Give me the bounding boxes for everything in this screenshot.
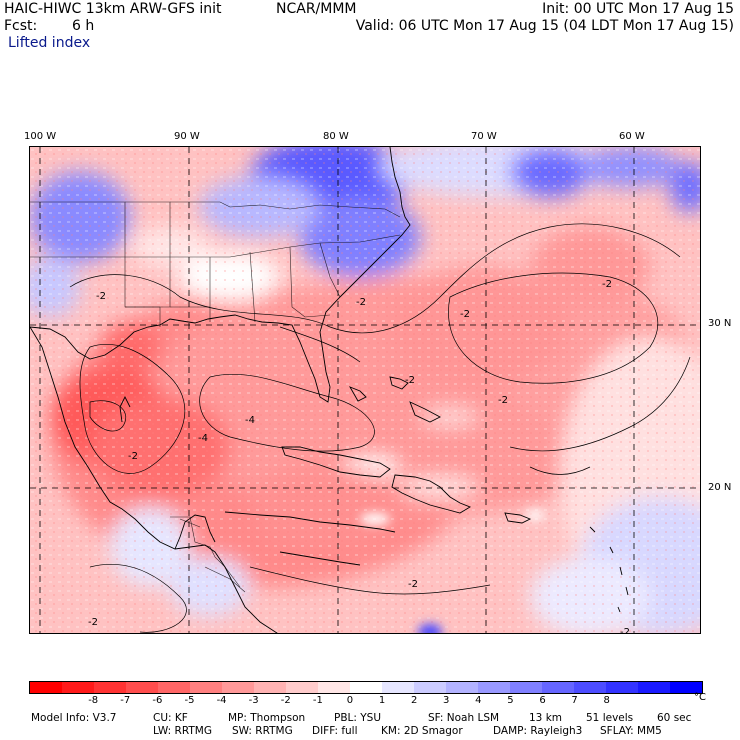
colorbar-tick-label: 5	[507, 695, 514, 706]
colorbar-tick-label: -5	[184, 695, 195, 706]
coastlines	[30, 147, 629, 633]
colorbar-swatch	[190, 682, 222, 693]
colorbar-swatch	[350, 682, 382, 693]
colorbar-tick-label: 3	[443, 695, 450, 706]
org-label: NCAR/MMM	[276, 1, 357, 17]
contour-label: -2	[96, 291, 106, 302]
colorbar-tick-label: -4	[216, 695, 227, 706]
colorbar-tick-label: 8	[603, 695, 610, 706]
colorbar-tick-label: 0	[346, 695, 354, 706]
colorbar-swatch	[126, 682, 158, 693]
contour-label: -2	[405, 375, 415, 386]
colorbar-swatch	[222, 682, 254, 693]
map-svg: -2 -2 -2 -2 -2 -2 -2 -2 -4 -4 -2 -2	[30, 147, 700, 634]
colorbar-swatch	[382, 682, 414, 693]
lat-label-30n: 30 N	[708, 318, 732, 329]
lon-label-60w: 60 W	[619, 131, 645, 142]
lon-label-100w: 100 W	[24, 131, 57, 142]
colorbar-tick-label: -2	[280, 695, 291, 706]
colorbar-swatch	[414, 682, 446, 693]
info-pbl: PBL: YSU	[334, 712, 382, 724]
fcst-label: Fcst:	[4, 18, 38, 34]
info-lw: LW: RRTMG	[153, 725, 212, 737]
colorbar-tick-label: -3	[248, 695, 259, 706]
contour-label: -2	[128, 451, 138, 462]
info-cu: CU: KF	[153, 712, 188, 724]
colorbar-tick-label: 7	[571, 695, 578, 706]
lon-label-80w: 80 W	[323, 131, 349, 142]
info-timestep: 60 sec	[657, 712, 692, 724]
contour-label: -4	[245, 415, 255, 426]
colorbar	[29, 681, 703, 694]
colorbar-swatch	[606, 682, 638, 693]
colorbar-swatch	[62, 682, 94, 693]
contour-label: -2	[356, 297, 366, 308]
colorbar-swatch	[574, 682, 606, 693]
colorbar-tick-label: -8	[88, 695, 99, 706]
colorbar-swatch	[94, 682, 126, 693]
lon-label-70w: 70 W	[471, 131, 497, 142]
info-mp: MP: Thompson	[228, 712, 306, 724]
colorbar-swatch	[30, 682, 62, 693]
contour-label: -2	[620, 627, 630, 634]
field-name: Lifted index	[8, 35, 91, 51]
colorbar-swatch	[478, 682, 510, 693]
colorbar-swatch	[318, 682, 350, 693]
lon-label-90w: 90 W	[174, 131, 200, 142]
colorbar-swatch	[670, 682, 702, 693]
colorbar-tick-label: 1	[378, 695, 386, 706]
info-sw: SW: RRTMG	[232, 725, 293, 737]
info-sflay: SFLAY: MM5	[600, 725, 662, 737]
info-km: KM: 2D Smagor	[381, 725, 463, 737]
contour-label: -2	[498, 395, 508, 406]
info-damp: DAMP: Rayleigh3	[493, 725, 583, 737]
model-title: HAIC-HIWC 13km ARW-GFS init	[4, 1, 222, 17]
colorbar-tick-label: 2	[410, 695, 418, 706]
info-sf: SF: Noah LSM	[428, 712, 500, 724]
info-version: Model Info: V3.7	[31, 712, 117, 724]
lifted-index-map: -2 -2 -2 -2 -2 -2 -2 -2 -4 -4 -2 -2	[29, 146, 701, 634]
colorbar-tick-label: -1	[312, 695, 323, 706]
colorbar-swatch	[286, 682, 318, 693]
contour-label: -2	[408, 579, 418, 590]
info-levels: 51 levels	[586, 712, 634, 724]
colorbar-swatch	[638, 682, 670, 693]
colorbar-swatch	[510, 682, 542, 693]
info-diff: DIFF: full	[312, 725, 358, 737]
contour-labels: -2 -2 -2 -2 -2 -2 -2 -2 -4 -4 -2 -2	[88, 279, 630, 634]
contour-label: -2	[460, 309, 470, 320]
colorbar-tick-label: 4	[475, 695, 482, 706]
init-time: Init: 00 UTC Mon 17 Aug 15	[542, 1, 734, 17]
borders	[30, 201, 401, 593]
colorbar-swatch	[446, 682, 478, 693]
colorbar-tick-label: 6	[539, 695, 546, 706]
contour-label: -4	[198, 433, 208, 444]
contour-label: -2	[88, 617, 98, 628]
contour-label: -2	[602, 279, 612, 290]
colorbar-tick-label: -7	[120, 695, 131, 706]
valid-time: Valid: 06 UTC Mon 17 Aug 15 (04 LDT Mon …	[355, 18, 734, 34]
colorbar-swatch	[158, 682, 190, 693]
lat-label-20n: 20 N	[708, 482, 732, 493]
fcst-value: 6 h	[72, 18, 95, 34]
colorbar-tick-label: -6	[152, 695, 163, 706]
contours	[69, 223, 691, 633]
colorbar-swatch	[542, 682, 574, 693]
colorbar-unit: °C	[694, 692, 706, 703]
info-resolution: 13 km	[529, 712, 563, 724]
graticule	[30, 147, 700, 633]
colorbar-swatch	[254, 682, 286, 693]
